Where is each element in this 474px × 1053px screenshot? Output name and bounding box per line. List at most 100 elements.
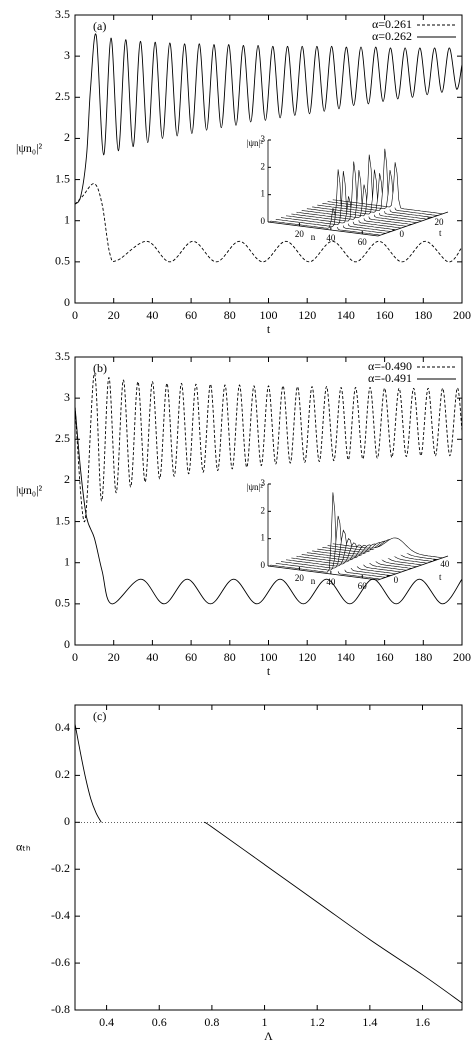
inset-axis	[267, 221, 379, 237]
inset-slice	[312, 169, 423, 222]
x-tick-label: 80	[224, 650, 236, 664]
x-tick-label: 60	[185, 308, 197, 322]
x-axis-label: t	[267, 322, 271, 336]
x-tick-label: 40	[146, 650, 158, 664]
x-tick-label: 100	[260, 650, 278, 664]
inset-x-tick-label: 40	[326, 577, 336, 587]
y-tick-label: 0.5	[55, 254, 70, 268]
y-tick-label: 2	[64, 472, 70, 486]
inset-x-tick-label: 40	[326, 233, 336, 243]
y-tick-label: 0.5	[55, 596, 70, 610]
panel-label: (b)	[93, 361, 107, 375]
inset-y-tick-label: 2	[261, 505, 266, 515]
inset-slice	[332, 162, 443, 215]
panel-label: (c)	[93, 709, 106, 723]
y-tick-label: 1	[64, 554, 70, 568]
x-tick-label: 0.8	[204, 1015, 219, 1029]
inset-waterfall	[270, 148, 443, 236]
inset-slice	[296, 544, 407, 571]
inset-slice	[275, 515, 386, 578]
legend-label: α=-0.490	[368, 359, 412, 373]
x-tick-label: 20	[108, 650, 120, 664]
y-tick-label: 3.5	[55, 7, 70, 21]
inset-slice	[327, 169, 438, 216]
inset-y-tick-label: 2	[261, 161, 266, 171]
series-line	[74, 183, 463, 263]
inset-y-label: |ψn|²	[247, 138, 264, 148]
y-tick-label: -0.2	[51, 861, 70, 875]
inset-t-tick-label: 20	[435, 217, 445, 227]
x-tick-label: 0	[72, 308, 78, 322]
y-tick-label: 0.4	[55, 720, 70, 734]
inset-slice	[332, 537, 443, 559]
inset-y-tick-label: 3	[261, 134, 266, 144]
x-tick-label: 120	[298, 308, 316, 322]
inset-slice	[291, 542, 402, 573]
x-tick-label: 120	[298, 650, 316, 664]
y-axis-label: |ψn₀|²	[16, 483, 43, 497]
inset-y-tick-label: 1	[261, 189, 266, 199]
inset-t-label: t	[439, 572, 442, 582]
inset-y-tick-label: 1	[261, 533, 266, 543]
inset-t-tick-label: 0	[400, 229, 405, 239]
plot-frame	[74, 356, 463, 646]
x-tick-label: 1.6	[415, 1015, 430, 1029]
inset-slice	[291, 161, 402, 229]
inset-y-tick-label: 0	[261, 216, 266, 226]
x-tick-label: 160	[376, 650, 394, 664]
series-line	[74, 33, 463, 205]
y-tick-label: 0	[64, 814, 70, 828]
series-line	[74, 373, 463, 523]
x-tick-label: 200	[453, 650, 471, 664]
y-tick-label: 2.5	[55, 431, 70, 445]
inset-slice	[296, 169, 407, 227]
y-tick-label: 1.5	[55, 513, 70, 527]
y-tick-label: -0.6	[51, 955, 70, 969]
plot-frame	[74, 14, 463, 304]
x-tick-label: 1	[262, 1015, 268, 1029]
inset-y-tick-label: 3	[261, 478, 266, 488]
x-tick-label: 60	[185, 650, 197, 664]
legend-label: α=-0.491	[368, 371, 412, 385]
series-line	[74, 406, 463, 605]
inset-x-tick-label: 20	[295, 229, 305, 239]
inset-waterfall	[270, 492, 443, 580]
inset-x-tick-label: 20	[295, 573, 305, 583]
inset-x-label: n	[311, 576, 316, 586]
inset-slice	[301, 184, 412, 225]
y-tick-label: 3	[64, 390, 70, 404]
inset-t-tick-label: 0	[394, 575, 399, 585]
y-tick-label: 0	[64, 637, 70, 651]
y-tick-label: 1.5	[55, 171, 70, 185]
y-tick-label: 3	[64, 48, 70, 62]
y-tick-label: 0	[64, 295, 70, 309]
y-tick-label: 3.5	[55, 349, 70, 363]
inset-x-tick-label: 60	[358, 581, 368, 591]
inset-y-label: |ψn|²	[247, 482, 264, 492]
y-axis-label: |ψn₀|²	[16, 141, 43, 155]
plot-frame	[74, 704, 463, 1011]
inset-t-label: t	[439, 228, 442, 238]
x-tick-label: 1.2	[310, 1015, 325, 1029]
inset-slice	[322, 148, 433, 218]
inset-t-tick-label: 40	[440, 559, 450, 569]
y-tick-label: 1	[64, 212, 70, 226]
y-axis-label: αₜₕ	[16, 839, 31, 853]
x-tick-label: 200	[453, 308, 471, 322]
inset-slice	[317, 173, 428, 220]
inset-slice	[306, 154, 417, 223]
y-tick-label: 0.2	[55, 767, 70, 781]
y-tick-label: 2.5	[55, 89, 70, 103]
panel-label: (a)	[93, 19, 106, 33]
inset-axis	[377, 211, 449, 237]
x-axis-label: Λ	[264, 1029, 273, 1043]
x-tick-label: 100	[260, 308, 278, 322]
legend-label: α=0.261	[372, 17, 412, 31]
y-tick-label: 2	[64, 130, 70, 144]
x-tick-label: 0.6	[152, 1015, 167, 1029]
inset-y-tick-label: 0	[261, 560, 266, 570]
legend-label: α=0.262	[372, 29, 412, 43]
inset-slice	[280, 170, 392, 232]
inset-x-tick-label: 60	[358, 237, 368, 247]
